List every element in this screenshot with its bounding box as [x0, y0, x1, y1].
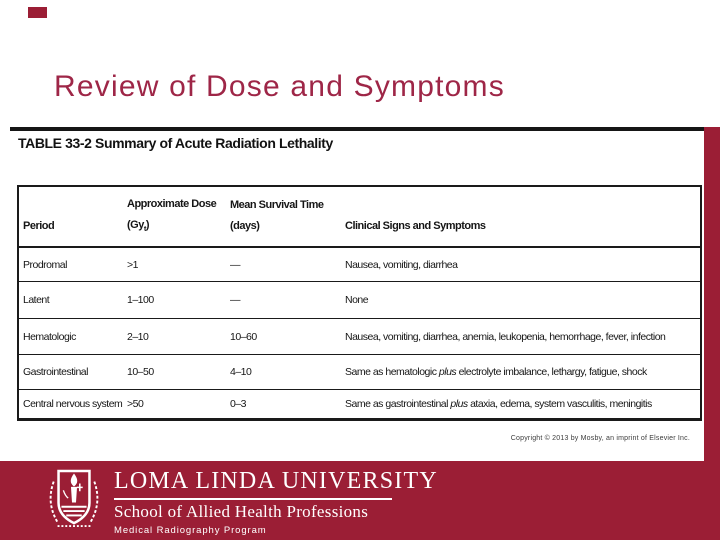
cell-dose: 1–100 — [127, 294, 154, 306]
header-dose: Approximate Dose (Gyt) — [127, 187, 230, 246]
cell-symptoms: Same as gastrointestinal plus ataxia, ed… — [345, 398, 652, 410]
cell-dose: >50 — [127, 398, 144, 410]
cell-period: Latent — [23, 294, 50, 306]
table-figure: TABLE 33-2 Summary of Acute Radiation Le… — [10, 127, 707, 457]
university-name: LOMA LINDA UNIVERSITY — [114, 468, 438, 494]
cell-dose: 10–50 — [127, 366, 154, 378]
cell-symptoms: Nausea, vomiting, diarrhea, anemia, leuk… — [345, 330, 666, 343]
footer-banner: LOMA LINDA UNIVERSITY School of Allied H… — [0, 461, 720, 540]
header-clinical: Clinical Signs and Symptoms — [345, 187, 700, 246]
cell-survival: 10–60 — [230, 330, 257, 343]
table-row-hematologic: Hematologic 2–10 10–60 Nausea, vomiting,… — [19, 318, 700, 354]
cell-period: Prodromal — [23, 258, 67, 271]
cell-survival: 4–10 — [230, 366, 252, 378]
cell-period: Hematologic — [23, 330, 76, 343]
cell-dose: >1 — [127, 258, 138, 271]
radiation-lethality-table: Period Approximate Dose (Gyt) Mean Survi… — [17, 185, 702, 421]
cell-period: Central nervous system — [23, 398, 123, 410]
table-row-cns: Central nervous system >50 0–3 Same as g… — [19, 389, 700, 418]
header-dose-line2: (Gyt) — [127, 218, 150, 233]
header-period-label: Period — [23, 219, 55, 232]
cell-survival: — — [230, 294, 241, 306]
school-name: School of Allied Health Professions — [114, 502, 369, 521]
table-top-bar — [10, 127, 707, 131]
program-name: Medical Radiography Program — [114, 524, 267, 536]
slide-title: Review of Dose and Symptoms — [54, 70, 505, 103]
table-caption: TABLE 33-2 Summary of Acute Radiation Le… — [18, 135, 333, 151]
cell-symptoms: None — [345, 294, 369, 306]
header-survival-line1: Mean Survival Time — [230, 199, 324, 212]
corner-accent-mark — [28, 7, 47, 18]
right-accent-strip — [704, 127, 720, 461]
table-row-prodromal: Prodromal >1 — Nausea, vomiting, diarrhe… — [19, 248, 700, 281]
cell-survival: 0–3 — [230, 398, 247, 410]
header-survival: Mean Survival Time (days) — [230, 187, 345, 246]
table-row-gastrointestinal: Gastrointestinal 10–50 4–10 Same as hema… — [19, 354, 700, 389]
table-row-latent: Latent 1–100 — None — [19, 281, 700, 318]
cell-survival: — — [230, 258, 241, 271]
cell-symptoms: Nausea, vomiting, diarrhea — [345, 258, 458, 271]
footer-divider — [114, 498, 392, 500]
footer-text-block: LOMA LINDA UNIVERSITY School of Allied H… — [114, 469, 438, 536]
header-period: Period — [19, 187, 127, 246]
header-survival-line2: (days) — [230, 219, 260, 232]
cell-symptoms: Same as hematologic plus electrolyte imb… — [345, 366, 647, 378]
cell-period: Gastrointestinal — [23, 366, 88, 378]
cell-dose: 2–10 — [127, 330, 149, 343]
copyright-note: Copyright © 2013 by Mosby, an imprint of… — [510, 435, 690, 442]
table-header-row: Period Approximate Dose (Gyt) Mean Survi… — [19, 187, 700, 248]
university-crest-icon — [45, 464, 103, 539]
header-clinical-label: Clinical Signs and Symptoms — [345, 219, 486, 232]
header-dose-line1: Approximate Dose — [127, 198, 217, 211]
